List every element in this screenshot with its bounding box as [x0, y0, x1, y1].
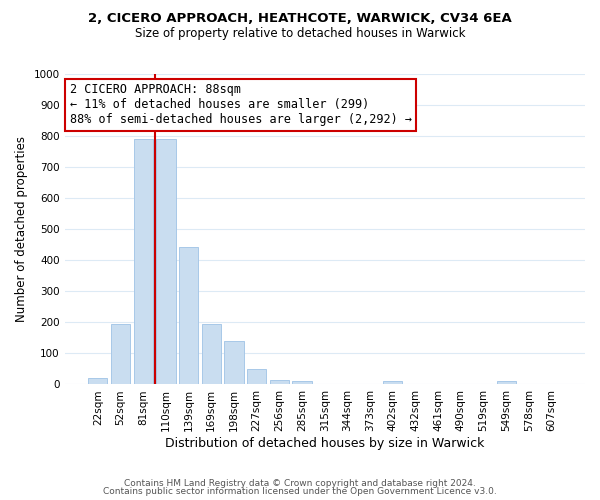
Bar [383, 382, 403, 384]
Text: 2, CICERO APPROACH, HEATHCOTE, WARWICK, CV34 6EA: 2, CICERO APPROACH, HEATHCOTE, WARWICK, … [88, 12, 512, 26]
Bar [292, 382, 312, 384]
Bar [247, 369, 266, 384]
Bar [224, 341, 244, 384]
Text: 2 CICERO APPROACH: 88sqm
← 11% of detached houses are smaller (299)
88% of semi-: 2 CICERO APPROACH: 88sqm ← 11% of detach… [70, 84, 412, 126]
Text: Size of property relative to detached houses in Warwick: Size of property relative to detached ho… [135, 28, 465, 40]
Bar [497, 382, 516, 384]
Bar [111, 324, 130, 384]
Bar [156, 139, 176, 384]
Bar [270, 380, 289, 384]
Y-axis label: Number of detached properties: Number of detached properties [15, 136, 28, 322]
Bar [202, 324, 221, 384]
Text: Contains public sector information licensed under the Open Government Licence v3: Contains public sector information licen… [103, 487, 497, 496]
Bar [88, 378, 107, 384]
X-axis label: Distribution of detached houses by size in Warwick: Distribution of detached houses by size … [165, 437, 484, 450]
Text: Contains HM Land Registry data © Crown copyright and database right 2024.: Contains HM Land Registry data © Crown c… [124, 478, 476, 488]
Bar [179, 247, 198, 384]
Bar [134, 139, 153, 384]
